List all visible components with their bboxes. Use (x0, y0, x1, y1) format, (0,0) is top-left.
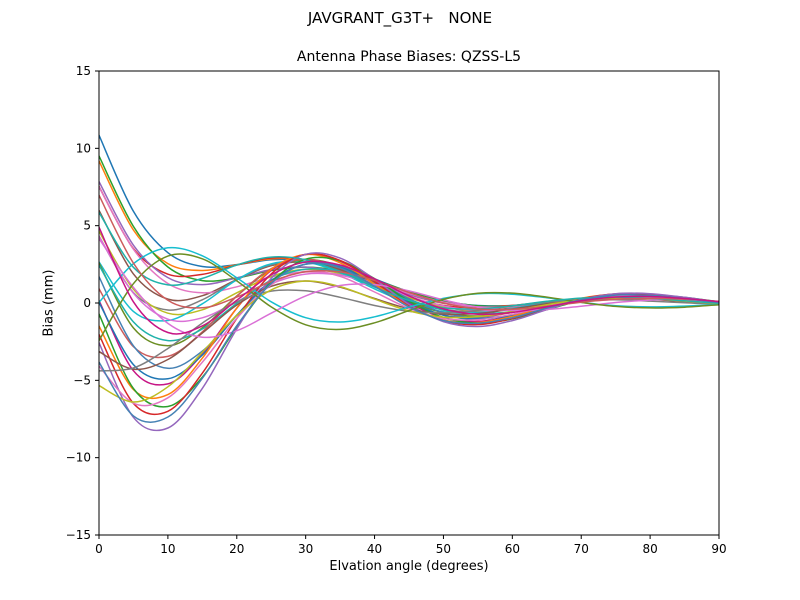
x-tick-label: 60 (505, 542, 520, 556)
series-line-s04 (99, 185, 719, 309)
figure-suptitle: JAVGRANT_G3T+ NONE (307, 9, 493, 27)
y-tick-label: 5 (83, 219, 91, 233)
series-line-s05 (99, 180, 719, 308)
y-tick-label: 0 (83, 296, 91, 310)
series-line-s01 (99, 134, 719, 307)
x-axis-label: Elvation angle (degrees) (329, 559, 489, 574)
y-tick-label: −10 (66, 451, 91, 465)
axes-title: Antenna Phase Biases: QZSS-L5 (296, 49, 522, 65)
series-line-s30 (99, 194, 719, 311)
x-tick-label: 30 (298, 542, 313, 556)
y-tick-label: 10 (76, 141, 91, 155)
x-tick-label: 80 (642, 542, 657, 556)
series-lines (99, 134, 719, 432)
series-line-s17 (99, 262, 719, 380)
series-line-s21 (99, 252, 719, 432)
series-line-s31 (99, 262, 719, 423)
y-tick-label: 15 (76, 64, 91, 78)
series-line-s07 (99, 186, 719, 309)
x-tick-label: 50 (436, 542, 451, 556)
x-tick-label: 0 (95, 542, 103, 556)
series-line-s27 (99, 237, 719, 339)
y-tick-label: −15 (66, 528, 91, 542)
x-tick-label: 40 (367, 542, 382, 556)
x-tick-label: 10 (160, 542, 175, 556)
x-tick-label: 90 (711, 542, 726, 556)
x-tick-label: 20 (229, 542, 244, 556)
y-tick-label: −5 (73, 373, 91, 387)
series-line-s19 (99, 256, 719, 408)
series-line-s32 (99, 226, 719, 335)
series-line-s28 (99, 253, 719, 342)
x-tick-label: 70 (574, 542, 589, 556)
